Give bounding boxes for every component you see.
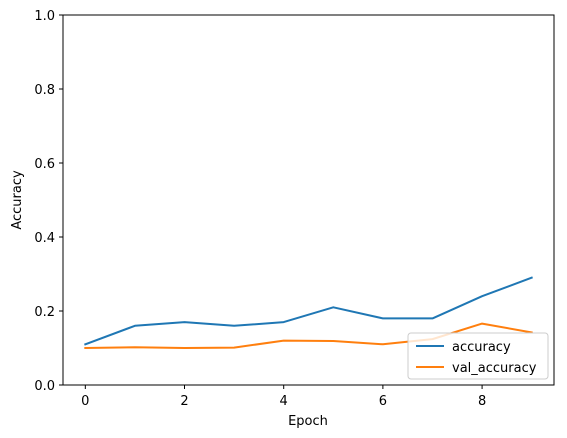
y-axis: 0.0 0.2 0.4 0.6 0.8 1.0: [34, 9, 63, 394]
y-tick-label: 0.2: [34, 305, 55, 320]
x-tick-label: 6: [379, 394, 387, 409]
y-tick-label: 1.0: [34, 9, 55, 24]
x-tick-label: 8: [478, 394, 486, 409]
series-line-val_accuracy: [84, 322, 533, 350]
y-tick-label: 0.8: [34, 83, 55, 98]
y-axis-label: Accuracy: [10, 170, 25, 230]
x-axis: 0 2 4 6 8: [81, 385, 486, 409]
y-tick-label: 0.0: [34, 379, 55, 394]
series-line-accuracy: [84, 276, 533, 346]
legend-label-val_accuracy: val_accuracy: [452, 361, 537, 376]
y-tick-label: 0.6: [34, 157, 55, 172]
x-tick-label: 0: [81, 394, 89, 409]
plot-area: [62, 14, 555, 386]
x-tick-label: 4: [280, 394, 288, 409]
x-tick-label: 2: [180, 394, 188, 409]
y-tick-label: 0.4: [34, 231, 55, 246]
legend: accuracy val_accuracy: [407, 332, 549, 380]
legend-label-accuracy: accuracy: [452, 340, 511, 355]
x-axis-label: Epoch: [288, 414, 328, 429]
axes-frame: [62, 14, 555, 386]
